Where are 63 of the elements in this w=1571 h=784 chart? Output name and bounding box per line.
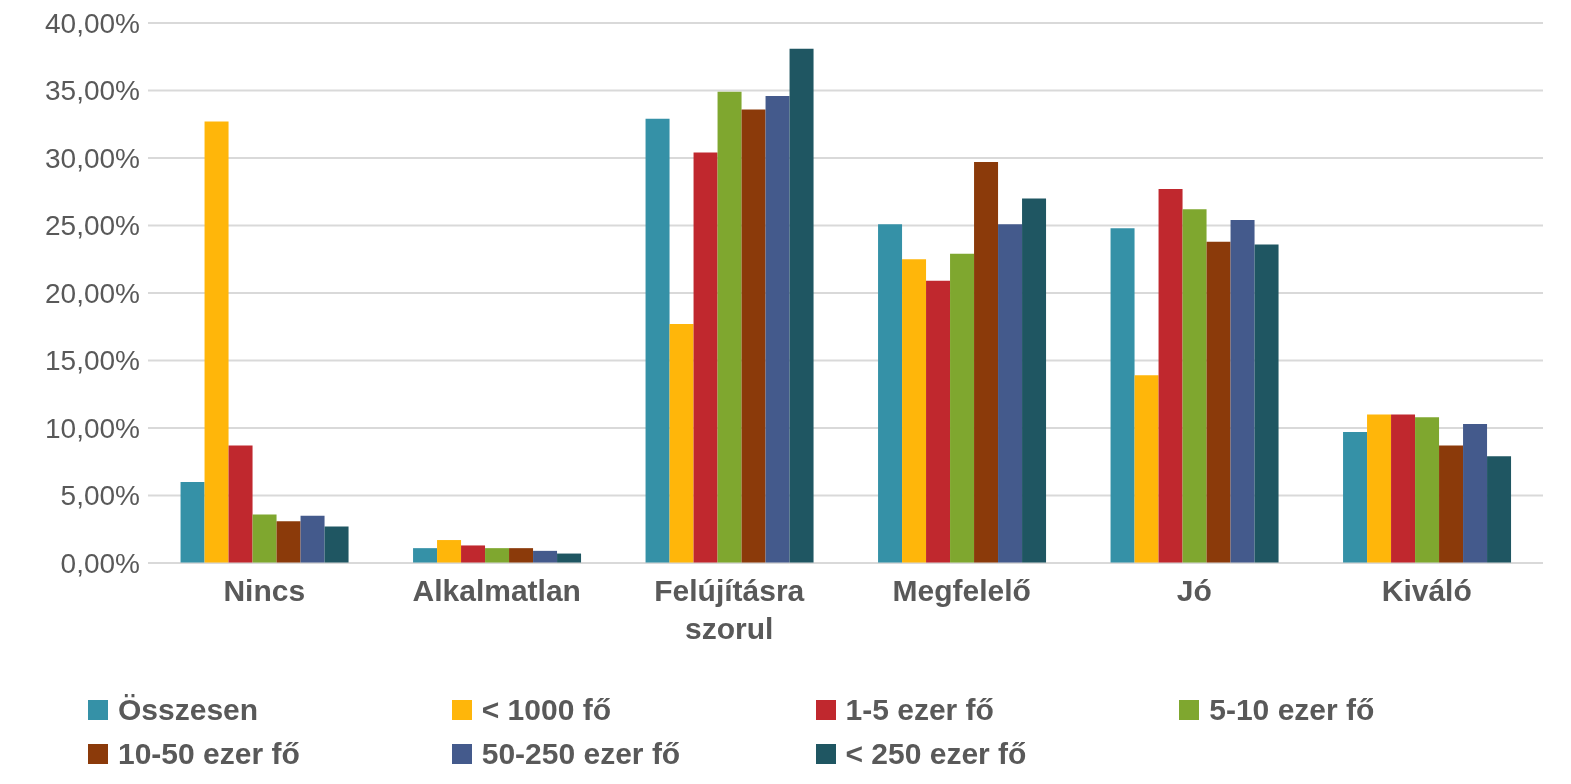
x-tick-label: Felújításra szorul xyxy=(654,574,805,645)
bar xyxy=(228,445,253,563)
bar xyxy=(413,548,438,563)
bar xyxy=(1206,241,1231,563)
legend-label: 1-5 ezer fő xyxy=(844,693,995,727)
bar xyxy=(533,550,558,563)
y-tick-label: 40,00% xyxy=(45,7,140,39)
bar xyxy=(1230,220,1255,563)
bar xyxy=(878,224,903,563)
bar xyxy=(1134,375,1159,563)
y-tick-label: 0,00% xyxy=(60,547,140,579)
legend-label: < 1000 fő xyxy=(480,693,612,727)
bar xyxy=(645,118,670,563)
bar xyxy=(1182,209,1207,563)
bar xyxy=(180,482,205,563)
bar xyxy=(1110,228,1135,563)
y-tick-label: 15,00% xyxy=(45,345,140,377)
x-tick-label: Megfelelő xyxy=(892,574,1031,607)
bar xyxy=(1254,244,1279,563)
y-tick-label: 20,00% xyxy=(45,277,140,309)
bar xyxy=(1343,432,1368,563)
bar xyxy=(1487,456,1512,563)
bar xyxy=(1463,423,1488,563)
bar xyxy=(437,540,462,563)
bar xyxy=(1415,417,1440,563)
bar xyxy=(276,521,301,563)
legend-label: 5-10 ezer fő xyxy=(1208,693,1376,727)
bar xyxy=(717,91,742,563)
x-tick-label: Nincs xyxy=(223,574,306,607)
x-tick-label: Jó xyxy=(1176,574,1212,607)
y-tick-label: 35,00% xyxy=(45,75,140,107)
bar xyxy=(252,514,277,563)
bar xyxy=(741,109,766,563)
y-tick-label: 30,00% xyxy=(45,142,140,174)
bar xyxy=(765,95,790,563)
bar xyxy=(998,224,1023,563)
bar xyxy=(669,324,694,563)
y-tick-label: 25,00% xyxy=(45,210,140,242)
bar xyxy=(1158,189,1183,563)
legend-label: 50-250 ezer fő xyxy=(480,737,682,771)
bar xyxy=(974,162,999,563)
bar xyxy=(950,253,975,563)
bar xyxy=(926,280,951,563)
bar xyxy=(1439,445,1464,563)
legend-label: < 250 ezer fő xyxy=(844,737,1028,771)
bar xyxy=(204,121,229,563)
bar xyxy=(1367,414,1392,563)
bar xyxy=(461,545,486,563)
y-tick-label: 10,00% xyxy=(45,412,140,444)
legend-label: Összesen xyxy=(117,693,260,727)
bar xyxy=(509,548,534,563)
x-tick-label: Alkalmatlan xyxy=(412,574,581,607)
bar xyxy=(902,259,927,563)
y-tick-label: 5,00% xyxy=(60,480,140,512)
bar xyxy=(1022,198,1047,563)
bar xyxy=(693,152,718,563)
x-tick-label: Kiváló xyxy=(1381,574,1472,607)
legend-label: 10-50 ezer fő xyxy=(117,737,301,771)
bar xyxy=(300,515,325,563)
bar xyxy=(789,48,814,563)
bar xyxy=(1391,414,1416,563)
bar xyxy=(485,548,510,563)
bar xyxy=(324,526,349,563)
